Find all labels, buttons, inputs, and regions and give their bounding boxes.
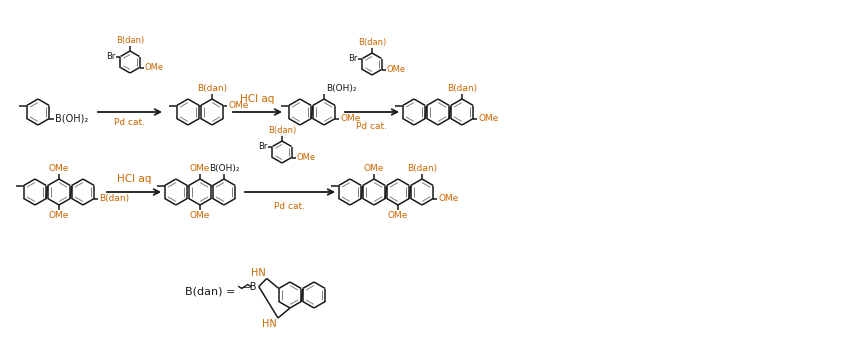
Text: B(dan): B(dan) [447, 84, 477, 93]
Text: OMe: OMe [144, 63, 164, 72]
Text: —B: —B [241, 281, 257, 291]
Text: B(dan) =: B(dan) = [185, 287, 235, 297]
Text: HN: HN [251, 268, 266, 278]
Text: B(dan): B(dan) [116, 36, 144, 45]
Text: HCl aq: HCl aq [116, 174, 151, 184]
Text: B(OH)₂: B(OH)₂ [209, 164, 239, 173]
Text: OMe: OMe [388, 211, 408, 220]
Text: OMe: OMe [190, 164, 210, 173]
Text: OMe: OMe [48, 211, 69, 220]
Text: OMe: OMe [340, 114, 360, 123]
Text: OMe: OMe [364, 164, 384, 173]
Text: OMe: OMe [229, 101, 249, 110]
Text: B(dan): B(dan) [99, 194, 129, 203]
Text: B(OH)₂: B(OH)₂ [55, 113, 88, 124]
Text: Br: Br [348, 54, 358, 63]
Text: Br: Br [106, 52, 116, 61]
Text: B(dan): B(dan) [197, 84, 227, 93]
Text: Br: Br [258, 142, 268, 151]
Text: Pd cat.: Pd cat. [356, 122, 388, 131]
Text: Pd cat.: Pd cat. [115, 118, 145, 127]
Text: HCl aq: HCl aq [241, 94, 275, 104]
Text: OMe: OMe [439, 194, 459, 203]
Text: Pd cat.: Pd cat. [275, 202, 305, 211]
Text: OMe: OMe [387, 65, 405, 74]
Text: HN: HN [263, 319, 277, 329]
Text: OMe: OMe [190, 211, 210, 220]
Text: OMe: OMe [297, 153, 315, 162]
Text: OMe: OMe [48, 164, 69, 173]
Text: B(dan): B(dan) [268, 126, 296, 135]
Text: B(OH)₂: B(OH)₂ [326, 84, 356, 93]
Text: B(dan): B(dan) [358, 38, 386, 47]
Text: B(dan): B(dan) [407, 164, 437, 173]
Text: OMe: OMe [479, 114, 499, 123]
